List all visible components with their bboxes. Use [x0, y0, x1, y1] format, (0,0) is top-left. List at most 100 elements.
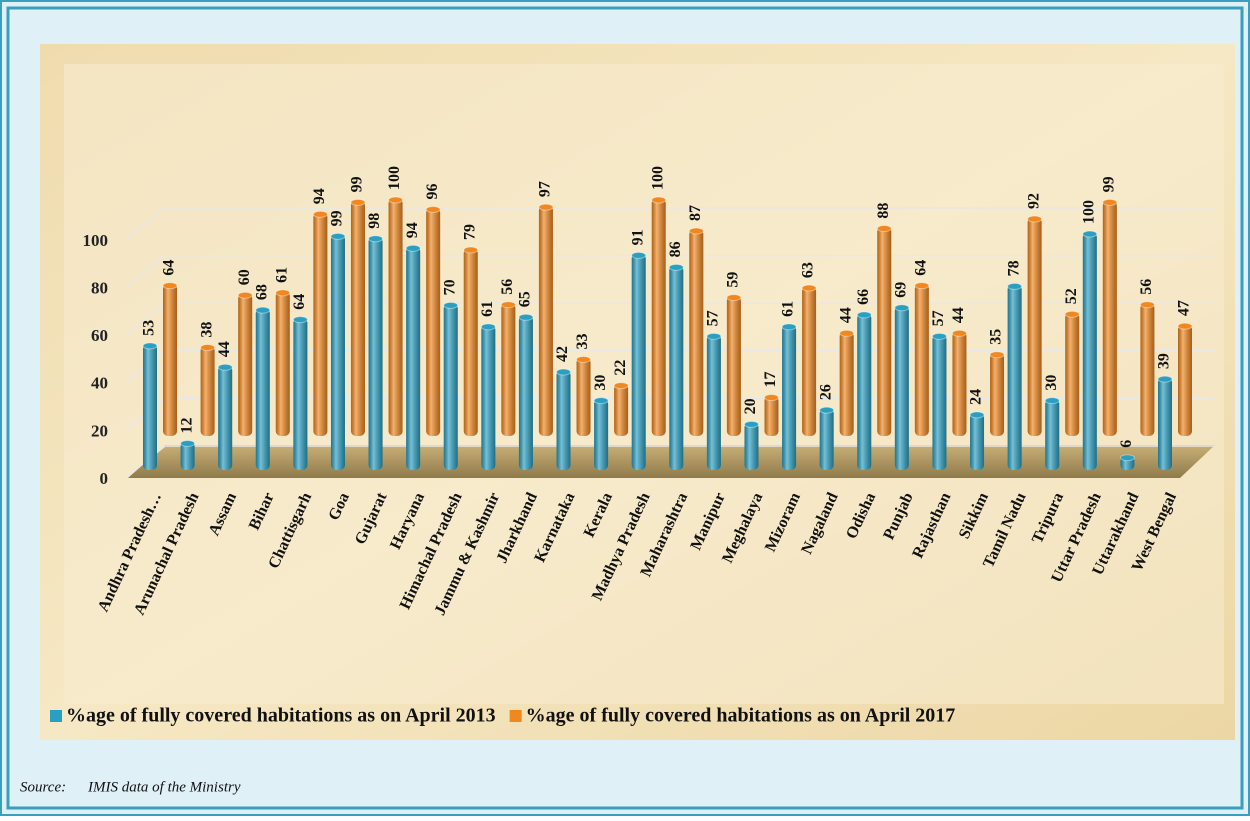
bar-cap [1007, 282, 1023, 290]
data-label: 92 [1025, 193, 1042, 209]
y-tick-label: 40 [91, 374, 108, 393]
bar-shine [368, 236, 383, 470]
bar-shine [914, 283, 929, 436]
bar-shine [518, 315, 533, 470]
bar-cap [1177, 322, 1193, 330]
data-label: 79 [461, 224, 478, 240]
bar-shine [952, 331, 967, 436]
bar-shine [877, 226, 892, 436]
data-label: 20 [742, 398, 759, 414]
bar-cap [180, 439, 196, 447]
data-label: 6 [1118, 440, 1135, 448]
bar-shine [669, 265, 684, 470]
data-label: 94 [311, 188, 328, 204]
data-label: 69 [893, 282, 910, 298]
bar-shine [1027, 217, 1042, 436]
bar-shine [576, 357, 591, 436]
data-label: 61 [780, 301, 797, 317]
data-label: 47 [1176, 300, 1193, 316]
bar-shine [744, 422, 759, 470]
bar-shine [651, 198, 666, 436]
bar-cap [1157, 375, 1173, 383]
bar-shine [218, 365, 233, 470]
bar-shine [689, 228, 704, 436]
bar-cap [801, 284, 817, 292]
bar-shine [726, 295, 741, 436]
bar-shine [1065, 312, 1080, 436]
bar-cap [743, 420, 759, 428]
bar-cap [142, 342, 158, 350]
data-label: 12 [178, 417, 195, 433]
bar-cap [388, 196, 404, 204]
data-label: 64 [913, 260, 930, 276]
data-label: 24 [968, 389, 985, 405]
legend-label: %age of fully covered habitations as on … [526, 705, 956, 727]
bar-shine [839, 331, 854, 436]
data-label: 63 [800, 262, 817, 278]
bar-cap [480, 323, 496, 331]
bar-cap [839, 329, 855, 337]
bar-shine [1178, 324, 1192, 436]
bar-shine [782, 324, 797, 470]
bar-shine [330, 234, 345, 470]
bar-cap [330, 232, 346, 240]
data-label: 70 [441, 279, 458, 295]
bar-shine [426, 207, 441, 436]
bar-cap [1139, 301, 1155, 309]
bar-shine [238, 293, 253, 436]
data-label: 99 [1100, 176, 1117, 192]
data-label: 61 [273, 267, 290, 283]
bar-shine [463, 247, 478, 436]
data-label: 100 [386, 166, 403, 190]
bar-cap [368, 235, 384, 243]
bar-cap [576, 355, 592, 363]
bar-cap [613, 382, 629, 390]
legend-swatch [50, 710, 62, 722]
data-label: 59 [725, 272, 742, 288]
bar-shine [990, 352, 1005, 436]
data-label: 68 [253, 284, 270, 300]
source-label: Source: [20, 779, 66, 795]
bar-cap [538, 203, 554, 211]
bar-cap [1044, 397, 1060, 405]
bar-cap [200, 344, 216, 352]
legend-label: %age of fully covered habitations as on … [66, 705, 496, 727]
y-tick-label: 0 [100, 469, 109, 488]
bar-cap [706, 332, 722, 340]
source-text: IMIS data of the Ministry [87, 779, 241, 795]
bar-shine [388, 198, 403, 436]
bar-shine [894, 305, 909, 470]
bar-shine [255, 308, 270, 470]
bar-cap [931, 332, 947, 340]
data-label: 86 [667, 241, 684, 257]
data-label: 44 [837, 307, 854, 323]
bar-cap [443, 301, 459, 309]
data-label: 98 [366, 213, 383, 229]
bar-cap [914, 282, 930, 290]
frame-inner [6, 6, 1244, 810]
bar-shine [932, 334, 947, 470]
y-tick-label: 60 [91, 326, 108, 345]
bar-shine [857, 312, 872, 470]
bar-cap [1064, 310, 1080, 318]
data-label: 99 [349, 176, 366, 192]
bar-cap [350, 198, 366, 206]
bar-shine [350, 200, 365, 436]
data-label: 38 [198, 322, 215, 338]
data-label: 96 [424, 184, 441, 200]
bar-cap [1102, 198, 1118, 206]
data-label: 52 [1063, 288, 1080, 304]
data-label: 42 [554, 346, 571, 362]
data-label: 97 [537, 181, 554, 197]
bar-shine [443, 303, 458, 470]
data-label: 78 [1005, 260, 1022, 276]
bar-cap [726, 294, 742, 302]
bar-cap [405, 244, 421, 252]
bar-shine [501, 302, 516, 436]
bar-cap [688, 227, 704, 235]
data-label: 65 [517, 291, 534, 307]
data-label: 57 [930, 310, 947, 326]
bar-cap [500, 301, 516, 309]
y-tick-label: 80 [91, 279, 108, 298]
